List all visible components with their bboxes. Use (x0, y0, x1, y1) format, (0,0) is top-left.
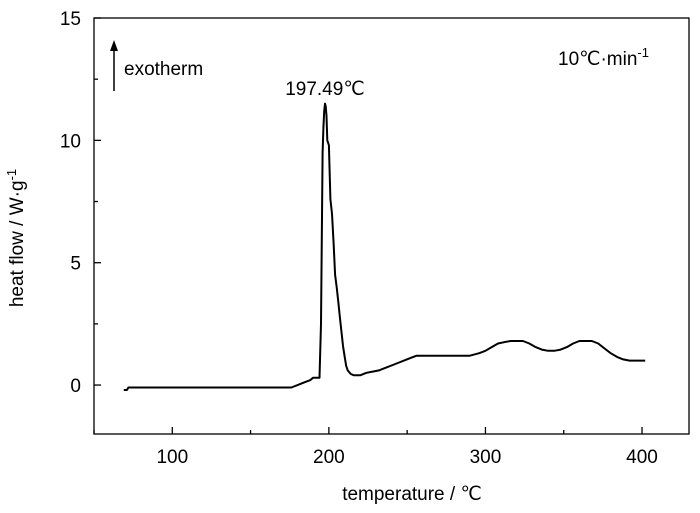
svg-text:10℃·min-1: 10℃·min-1 (558, 45, 649, 70)
svg-text:heat flow / W·g-1: heat flow / W·g-1 (4, 169, 28, 307)
y-tick-label: 10 (60, 131, 81, 152)
x-tick-label: 100 (156, 447, 188, 468)
x-tick-label: 300 (470, 447, 502, 468)
y-axis-ticks: 0 5 10 15 (60, 9, 101, 397)
x-tick-label: 200 (313, 447, 345, 468)
y-axis-label-group: heat flow / W·g-1 (4, 169, 28, 307)
y-tick-label: 5 (70, 254, 81, 275)
x-axis-ticks: 100 200 300 400 (93, 427, 658, 468)
x-axis-label: temperature / ℃ (342, 484, 482, 505)
heat-flow-line (123, 102, 646, 391)
exotherm-arrowhead-icon (110, 40, 118, 51)
x-tick-label: 400 (626, 447, 658, 468)
heating-rate-exponent: -1 (637, 45, 649, 60)
y-tick-label: 15 (60, 9, 81, 30)
peak-temperature-label: 197.49℃ (285, 79, 364, 100)
y-axis-label: heat flow / W·g (7, 180, 28, 307)
y-tick-label: 0 (70, 376, 81, 397)
heating-rate-label: 10℃·min (558, 49, 637, 70)
y-axis-label-exponent: -1 (4, 169, 19, 181)
exotherm-label: exotherm (124, 59, 203, 80)
plot-frame (93, 17, 690, 435)
